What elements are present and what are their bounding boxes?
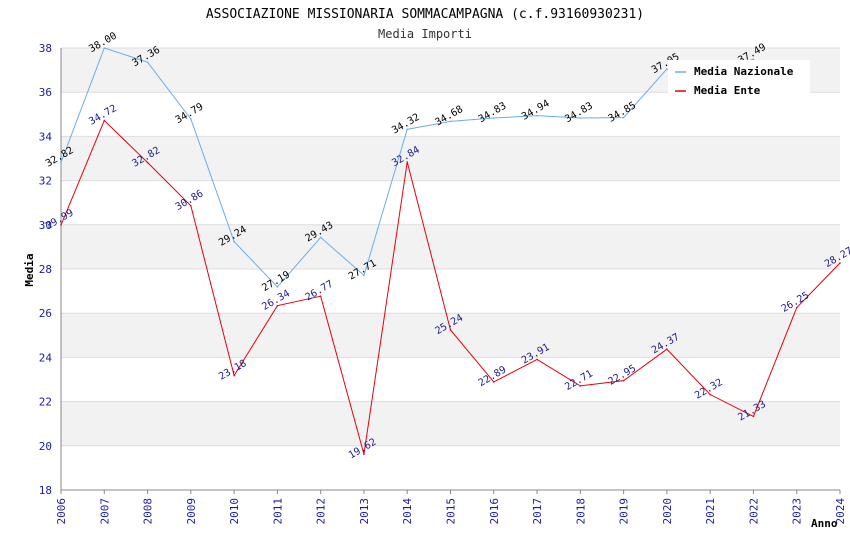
data-point — [449, 329, 452, 331]
y-tick-label: 30 — [39, 219, 52, 232]
x-tick-label: 2016 — [488, 498, 501, 525]
data-point — [103, 47, 106, 49]
x-tick-label: 2022 — [747, 498, 760, 525]
data-point — [406, 128, 409, 131]
y-tick-label: 22 — [39, 396, 52, 409]
x-tick-label: 2021 — [704, 498, 717, 525]
grid-band — [61, 92, 840, 137]
grid-band — [61, 357, 840, 402]
data-point — [190, 118, 192, 120]
data-point — [363, 453, 365, 455]
x-tick-label: 2010 — [228, 498, 241, 525]
x-axis-label: Anno — [811, 517, 838, 530]
grid-band — [61, 269, 840, 314]
x-tick-label: 2008 — [142, 498, 155, 525]
y-tick-label: 32 — [39, 175, 52, 188]
data-point — [622, 116, 625, 119]
series-lines — [60, 47, 841, 455]
x-tick-label: 2011 — [271, 498, 284, 525]
y-tick-label: 26 — [39, 307, 52, 320]
legend-label-ente: Media Ente — [694, 84, 761, 97]
y-tick-label: 34 — [39, 130, 53, 143]
data-point — [233, 374, 235, 377]
grid-bands — [61, 48, 840, 490]
grid-band — [61, 401, 840, 446]
chart-subtitle: Media Importi — [378, 27, 472, 41]
y-tick-label: 38 — [39, 42, 52, 55]
data-point — [103, 119, 106, 122]
y-tick-label: 36 — [39, 86, 52, 99]
data-point — [579, 117, 582, 119]
data-point — [406, 161, 409, 163]
data-point — [492, 381, 495, 383]
y-tick-label: 18 — [39, 484, 52, 497]
data-point — [60, 161, 62, 164]
x-tick-label: 2009 — [185, 498, 198, 525]
data-point — [233, 240, 235, 243]
data-point — [752, 58, 755, 61]
legend-label-nazionale: Media Nazionale — [694, 65, 794, 78]
data-point — [709, 393, 711, 396]
data-point — [449, 120, 452, 123]
y-axis-label: Media — [23, 253, 36, 286]
data-point — [839, 262, 841, 264]
x-tick-label: 2017 — [531, 498, 544, 525]
data-point — [146, 161, 149, 164]
x-tick-label: 2007 — [98, 498, 111, 525]
data-point — [622, 379, 625, 382]
data-point — [536, 358, 538, 361]
x-tick-label: 2015 — [445, 498, 458, 525]
data-point — [60, 224, 62, 226]
data-point — [146, 61, 149, 63]
y-tick-label: 24 — [39, 351, 53, 364]
data-point — [363, 274, 365, 277]
data-point — [276, 286, 279, 288]
x-tick-label: 2012 — [315, 498, 328, 525]
x-tick-label: 2013 — [358, 498, 371, 525]
x-tick-label: 2023 — [791, 498, 804, 525]
x-tick-labels: 2006 2007 2008 2009 2010 2011 2012 2013 2014 2015… — [55, 490, 847, 525]
data-point — [666, 68, 668, 70]
x-tick-label: 2014 — [401, 498, 414, 525]
y-tick-label: 20 — [39, 440, 52, 453]
y-tick-labels: 18 20 22 24 26 28 30 32 34 36 38 — [39, 42, 53, 497]
grid-band — [61, 313, 840, 358]
data-point — [579, 385, 582, 387]
grid-band — [61, 445, 840, 490]
data-point — [536, 114, 538, 117]
chart-title: ASSOCIAZIONE MISSIONARIA SOMMACAMPAGNA (… — [206, 7, 644, 22]
legend-box — [668, 60, 810, 96]
x-tick-label: 2006 — [55, 498, 68, 525]
y-tick-label: 28 — [39, 263, 52, 276]
x-tick-label: 2019 — [618, 498, 631, 525]
grid-band — [61, 136, 840, 181]
x-tick-label: 2024 — [834, 498, 847, 525]
data-point — [795, 306, 798, 309]
x-tick-label: 2020 — [661, 498, 674, 525]
data-point — [492, 117, 495, 119]
grid-band — [61, 180, 840, 225]
data-point — [190, 204, 192, 207]
data-point — [276, 304, 279, 307]
x-tick-label: 2018 — [574, 498, 587, 525]
data-point — [319, 236, 322, 239]
data-point — [319, 295, 322, 297]
legend: Media Nazionale Media Ente — [668, 60, 810, 97]
data-point — [666, 348, 668, 351]
grid-band — [61, 224, 840, 269]
data-point — [752, 415, 755, 418]
